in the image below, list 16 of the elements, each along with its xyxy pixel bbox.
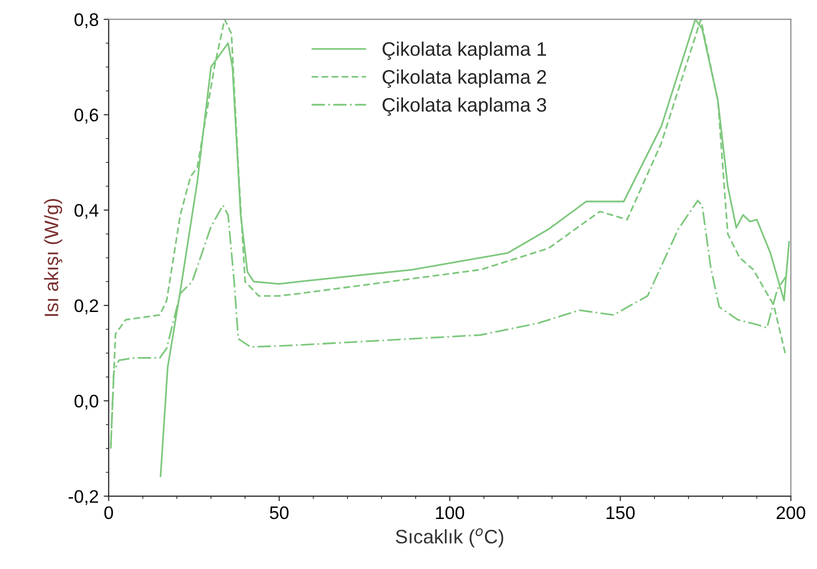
y-tick-label: 0,8 (74, 13, 98, 28)
y-tick-label: -0,2 (68, 490, 98, 506)
x-tick-label: 200 (776, 506, 806, 520)
x-tick-label: 100 (436, 506, 464, 520)
x-tick-label: 150 (606, 506, 635, 520)
y-tick-label: 0,4 (74, 204, 98, 219)
y-axis-title: Isı akışı (W/g) (44, 199, 62, 316)
x-tick-label: 50 (270, 506, 289, 520)
x-tick-label: 0 (104, 506, 113, 520)
y-tick-label: 0,6 (74, 108, 98, 124)
y-tick-label: 0,0 (74, 394, 98, 410)
x-axis-title: Sıcaklık ($^{o}$C) (396, 528, 504, 548)
legend-label: Çikolata kaplama 2 (382, 70, 546, 88)
y-tick-label: 0,2 (74, 299, 98, 314)
legend-label: Çikolata kaplama 1 (382, 42, 546, 60)
legend-label: Çikolata kaplama 3 (382, 97, 546, 116)
